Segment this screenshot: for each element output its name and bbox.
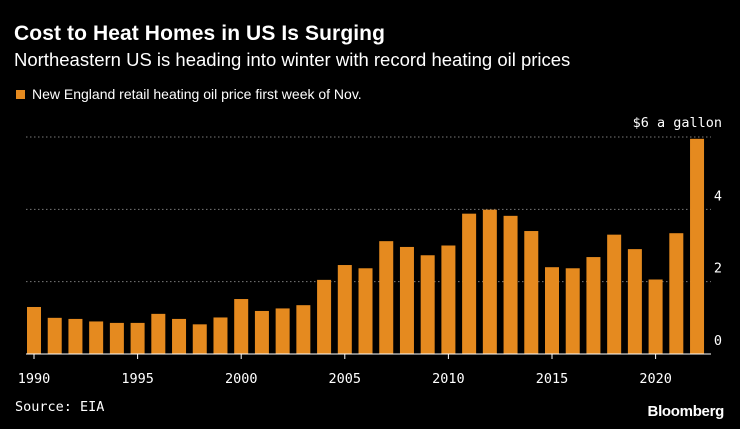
bar-2016: [565, 268, 580, 354]
y-tick-label-2: 2: [714, 261, 722, 277]
bar-2008: [399, 246, 414, 354]
bar-1998: [192, 324, 207, 354]
x-tick-label-1995: 1995: [121, 371, 154, 387]
bar-2014: [524, 231, 539, 354]
axes: 1990 1995 2000 2005 2010 2015 2020 0 2 4 $6 a gall…: [18, 115, 722, 387]
bar-2021: [669, 233, 684, 354]
legend-swatch: [16, 89, 25, 99]
bar-1990: [27, 306, 41, 354]
bar-2015: [545, 267, 559, 354]
chart-subtitle: Northeastern US is heading into winter w…: [14, 49, 571, 70]
bar-2017: [586, 257, 601, 354]
bar-1997: [172, 318, 187, 354]
bar-2006: [358, 268, 373, 354]
x-tick-label-2020: 2020: [639, 371, 672, 387]
bar-1996: [151, 313, 166, 354]
bar-1993: [89, 321, 104, 354]
legend-label: New England retail heating oil price fir…: [32, 86, 362, 102]
bar-2003: [296, 305, 311, 354]
x-tick-label-2015: 2015: [536, 371, 569, 387]
x-tick-label-2005: 2005: [329, 371, 362, 387]
bar-2018: [607, 234, 622, 354]
bar-2019: [627, 249, 642, 354]
bar-1995: [130, 322, 145, 354]
chart-title: Cost to Heat Homes in US Is Surging: [14, 22, 386, 45]
bar-2001: [254, 310, 269, 354]
x-tick-label-2010: 2010: [432, 371, 465, 387]
bar-2020: [648, 279, 663, 354]
bloomberg-logo: Bloomberg: [647, 403, 725, 420]
bar-1994: [109, 322, 124, 354]
bar-2000: [234, 299, 249, 354]
bar-2011: [462, 213, 477, 354]
bar-2010: [441, 245, 456, 354]
bar-2022: [690, 138, 705, 354]
legend: New England retail heating oil price fir…: [16, 86, 362, 102]
source-note: Source: EIA: [15, 399, 105, 415]
bar-2012: [482, 209, 497, 354]
bars: [27, 138, 705, 354]
x-tick-label-2000: 2000: [225, 371, 258, 387]
bar-2005: [337, 265, 352, 354]
y-tick-label-0: 0: [714, 333, 722, 349]
bar-2004: [317, 279, 332, 354]
bar-1999: [213, 317, 228, 354]
y-tick-label-4: 4: [714, 188, 722, 204]
bar-1992: [68, 318, 83, 354]
bar-1991: [47, 317, 62, 354]
y-unit-label: $6 a gallon: [633, 115, 722, 131]
bar-2007: [379, 241, 394, 354]
bar-2002: [275, 308, 290, 354]
bar-2009: [420, 255, 435, 354]
x-tick-label-1990: 1990: [18, 371, 51, 387]
bar-2013: [503, 215, 518, 354]
